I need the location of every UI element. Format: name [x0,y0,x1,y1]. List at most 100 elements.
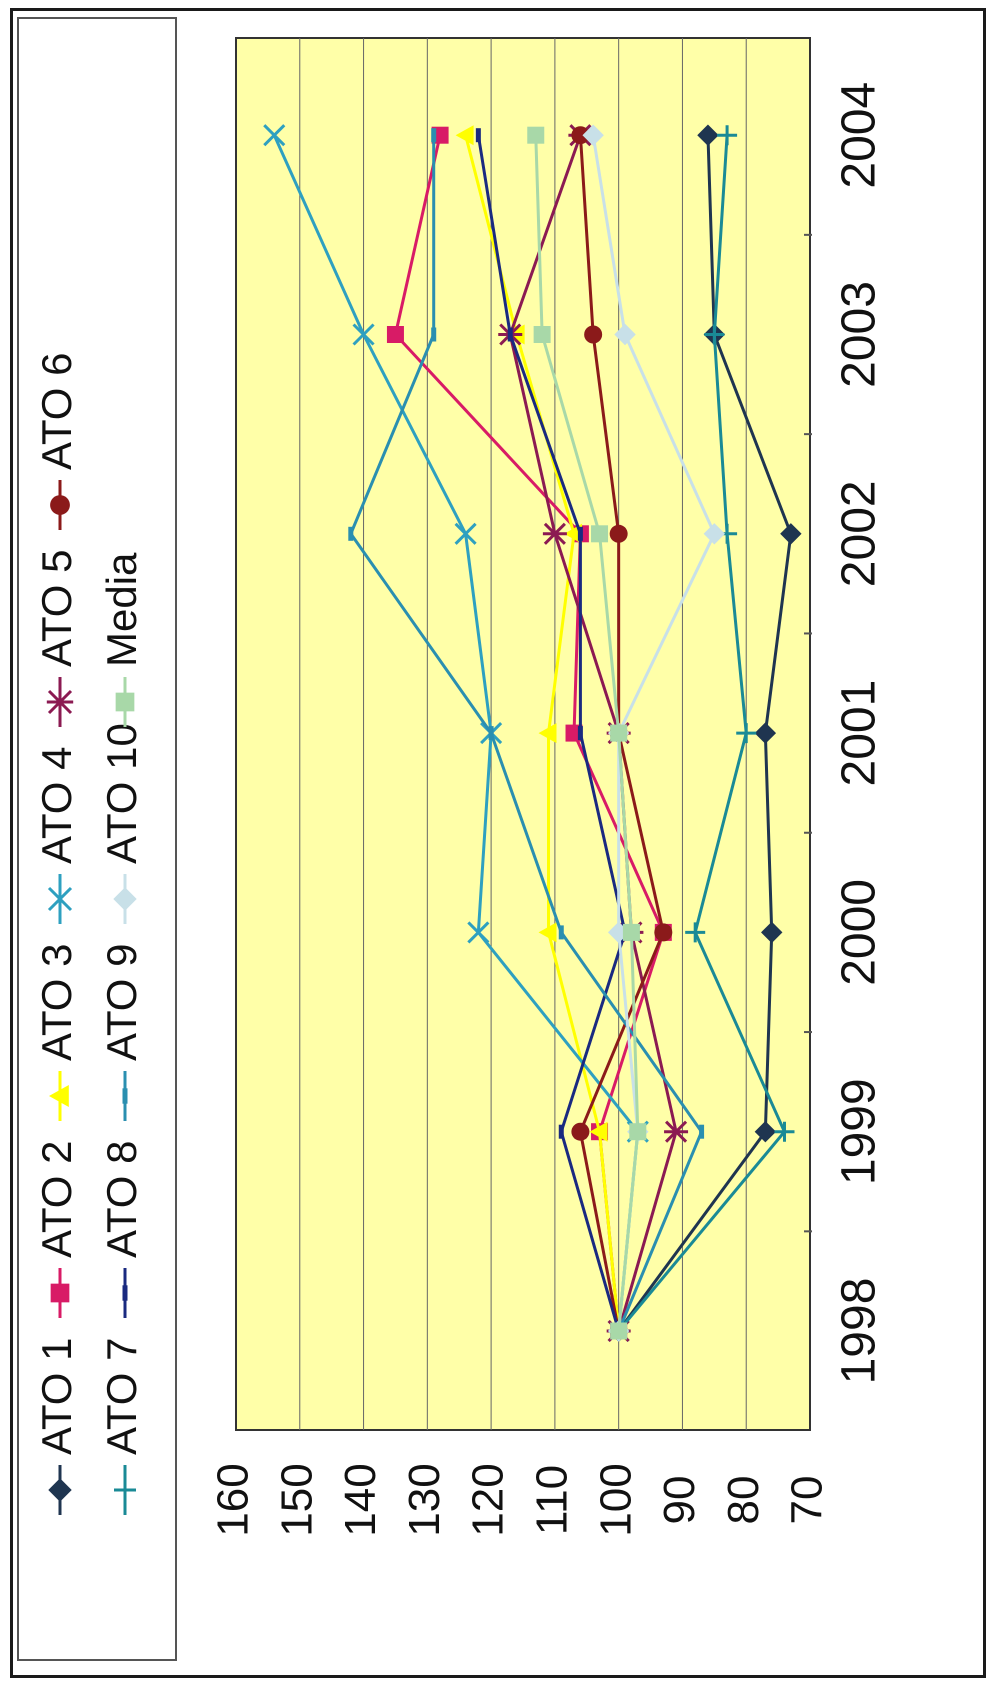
legend-item: ATO 5 [33,550,80,727]
data-point [386,326,404,343]
data-point [736,723,757,744]
legend-item: ATO 6 [33,353,80,530]
data-point [754,722,777,744]
series-media [527,126,647,1340]
data-point [113,887,137,911]
data-point [780,523,802,545]
data-point [654,923,673,942]
data-point [488,726,494,741]
legend-item: ATO 3 [33,944,80,1121]
legend [17,17,177,1661]
value-tick-label: 90 [655,1476,704,1525]
legend-box [17,17,177,1661]
data-point [263,124,286,147]
data-point [455,125,474,146]
legend-item: ATO 1 [33,1338,80,1515]
data-point [558,925,564,940]
year-tick-label: 2002 [833,480,886,587]
data-point [571,1122,590,1141]
data-point [348,526,354,541]
value-tick-label: 70 [783,1476,832,1525]
year-axis-ticks: 1998 1999 2000 2001 2002 2003 2004 [833,82,886,1385]
legend-item: ATO 2 [33,1141,80,1318]
data-point [577,726,583,741]
series-lines [263,124,802,1343]
legend-item: Media [98,552,145,727]
legend-item: ATO 9 [98,944,145,1121]
legend-label: ATO 10 [98,723,145,864]
data-point [527,126,545,144]
data-point [577,526,583,541]
data-point [454,522,477,545]
data-point [699,1124,705,1139]
data-point [122,1088,128,1104]
data-point [610,724,628,742]
legend-label: ATO 2 [33,1141,80,1259]
data-point [538,723,557,744]
data-point [467,921,490,944]
year-tick-label: 1999 [833,1078,886,1185]
data-point [704,324,725,345]
legend-label: ATO 6 [33,353,80,471]
data-point [48,1478,72,1502]
data-point [609,524,628,543]
data-point [122,1285,128,1301]
data-point [717,125,738,146]
year-tick-label: 2001 [833,680,886,787]
data-point [538,922,557,943]
data-point [629,1123,647,1141]
legend-label: ATO 8 [98,1141,145,1259]
data-point [589,1121,608,1142]
data-point [50,495,70,515]
data-point [431,327,437,342]
data-point [431,128,437,143]
data-point [352,323,375,346]
data-point [584,325,603,344]
legend-label: ATO 3 [33,944,80,1062]
data-point [46,689,74,715]
data-point [622,923,640,941]
value-tick-label: 120 [464,1463,513,1536]
year-tick-label: 2000 [833,879,886,986]
data-point [703,523,726,545]
data-point [697,124,719,146]
plot-background [235,37,811,1431]
data-point [533,326,551,343]
year-tick-label: 2004 [833,82,886,189]
legend-item: ATO 10 [98,723,145,924]
data-point [114,1479,136,1501]
value-tick-label: 110 [528,1465,577,1535]
data-point [49,1085,69,1107]
legend-item: ATO 7 [98,1338,145,1515]
data-point [582,124,604,146]
data-point [542,522,567,545]
year-tick-label: 1998 [833,1278,886,1385]
data-point [754,1120,777,1143]
year-tick-label: 2003 [833,281,886,388]
series-ato-7 [608,125,795,1341]
data-point [610,1322,628,1340]
data-point [571,126,590,145]
data-point [685,922,706,943]
legend-label: ATO 9 [98,944,145,1062]
value-tick-label: 80 [719,1476,768,1525]
data-point [558,1124,564,1139]
legend-items: ATO 1 ATO 2 ATO 3 ATO 4 ATO 5 ATO 6 ATO 7 ATO 8… [33,353,145,1515]
value-axis-ticks: 160 150 140 130 120 110 100 90 80 70 [209,1463,832,1536]
legend-label: ATO 5 [33,550,80,668]
value-tick-label: 140 [336,1463,385,1536]
legend-item: ATO 4 [33,747,80,924]
data-point [591,525,609,543]
plot-area [235,37,812,1431]
data-point [115,692,135,712]
data-point [507,327,513,342]
value-tick-label: 150 [272,1463,321,1536]
value-tick-label: 160 [209,1463,258,1536]
data-point [614,323,636,346]
value-tick-label: 100 [591,1463,640,1536]
legend-label: ATO 1 [33,1338,80,1456]
legend-item: ATO 8 [98,1141,145,1318]
data-point [50,1283,70,1303]
data-point [761,921,783,944]
